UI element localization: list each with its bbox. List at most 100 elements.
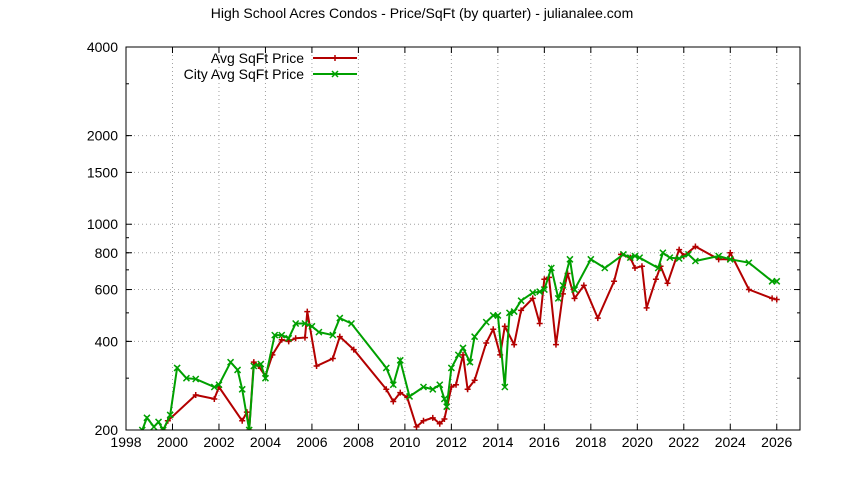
data-point [238,385,246,393]
grid-layer [126,47,800,430]
series-layer [138,243,781,430]
x-tick-label: 2002 [203,434,234,450]
data-point [313,362,320,369]
data-point [587,255,595,263]
data-point [389,381,397,389]
data-point [215,381,223,389]
data-point [715,256,722,263]
data-point [257,360,265,368]
data-point [726,255,734,263]
data-point [447,364,455,372]
data-point [159,426,167,430]
data-point [292,319,300,328]
y-tick-label: 600 [95,282,119,298]
data-point [454,351,462,359]
data-point [626,254,634,262]
y-tick-label: 1000 [87,216,118,232]
data-point [436,420,443,427]
data-point [347,319,355,328]
axis-layer: 1998 2000 2002 2004 2006 2008 2010 2012 2014 2016… [87,39,800,450]
data-point [227,358,235,366]
data-point [654,264,662,272]
series-line [141,251,777,430]
data-point [329,355,336,362]
data-point [436,381,444,389]
data-point [501,383,509,391]
data-point [459,344,467,352]
data-point [571,286,579,294]
data-point [285,338,292,345]
data-point [773,296,780,303]
x-tick-label: 2014 [482,434,513,450]
y-tick-label: 200 [95,422,119,438]
data-point [619,250,627,258]
data-point [245,426,253,430]
x-tick-label: 2012 [436,434,467,450]
data-point [541,276,548,283]
data-point [308,322,316,330]
data-point [350,346,357,353]
data-point [315,328,323,336]
data-point [383,386,390,393]
data-point [715,252,723,260]
data-point [336,314,344,322]
data-point [419,383,428,391]
data-point [666,254,674,262]
data-point [390,398,397,405]
data-point [278,331,286,339]
data-point [631,265,638,272]
data-point [517,297,525,305]
data-point [638,263,645,270]
data-point [138,426,146,430]
y-tick-label: 800 [95,245,119,261]
series-2 [138,249,781,430]
data-point [173,364,181,372]
data-point [143,414,151,422]
data-point [453,381,460,388]
data-point [182,374,190,382]
x-tick-label: 2004 [250,434,281,450]
x-tick-label: 2008 [343,434,374,450]
data-point [490,326,497,333]
data-point [510,308,518,316]
data-point [443,403,451,411]
x-tick-label: 2016 [529,434,560,450]
x-tick-label: 2020 [622,434,653,450]
data-point [684,250,692,258]
data-point [471,377,478,384]
data-point [601,264,609,272]
data-point [155,418,163,426]
data-point [745,286,752,293]
x-tick-label: 2018 [575,434,606,450]
data-point [547,264,555,272]
data-point [429,385,437,393]
data-point [676,246,683,253]
data-point [727,249,734,256]
data-point [406,392,414,400]
data-point [329,331,337,339]
data-point [331,70,339,78]
data-point [192,391,199,398]
data-point [441,415,448,422]
data-point [554,294,562,302]
data-point [769,295,776,302]
x-tick-label: 1998 [110,434,141,450]
data-point [285,334,293,342]
data-point [652,276,659,283]
data-point [210,383,218,391]
data-point [234,366,242,374]
data-point [529,289,537,297]
chart-title: High School Acres Condos - Price/SqFt (b… [211,5,634,21]
x-tick-label: 2006 [296,434,327,450]
data-point [304,308,311,315]
data-point [261,374,269,382]
data-point [382,364,390,372]
data-point [466,358,474,366]
series-1 [160,243,780,430]
data-point [552,341,559,348]
data-point [518,307,525,314]
y-tick-label: 400 [95,333,119,349]
